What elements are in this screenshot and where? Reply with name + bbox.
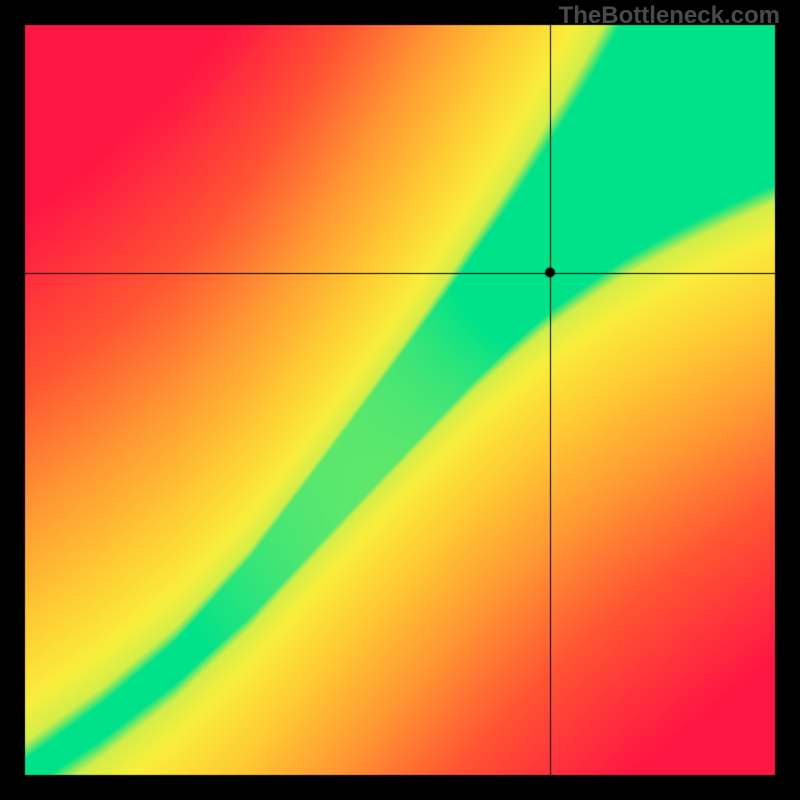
watermark-text: TheBottleneck.com bbox=[559, 2, 780, 30]
bottleneck-heatmap bbox=[0, 0, 800, 800]
